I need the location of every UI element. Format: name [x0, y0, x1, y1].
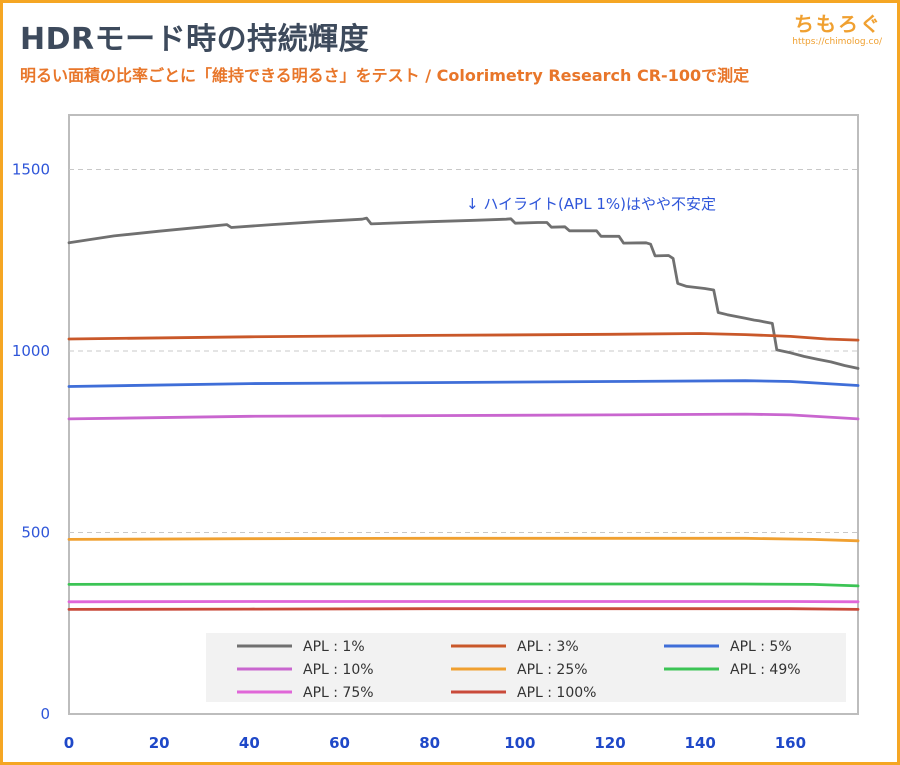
legend: APL : 1% APL : 3% APL : 5% APL : 10% APL : 2… [206, 633, 846, 702]
x-tick-label: 120 [594, 734, 625, 752]
legend-label: APL : 5% [730, 639, 792, 655]
y-tick-label: 1500 [12, 160, 50, 178]
series-line [67, 412, 860, 421]
x-tick-label: 0 [64, 734, 74, 752]
x-tick-label: 80 [419, 734, 440, 752]
brand-logo: ちもろぐ https://chimolog.co/ [792, 8, 882, 47]
x-axis-ticks: 0 20 40 60 80 100 120 140 160 [64, 734, 806, 752]
series-line [67, 216, 860, 370]
series-line [67, 536, 860, 543]
legend-label: APL : 49% [730, 662, 801, 678]
brand-name: ちもろぐ [794, 12, 882, 36]
y-tick-label: 1000 [12, 342, 50, 360]
y-tick-label: 500 [21, 523, 50, 541]
legend-box [206, 633, 846, 702]
legend-label: APL : 100% [517, 685, 596, 701]
legend-label: APL : 75% [303, 685, 374, 701]
x-tick-label: 140 [685, 734, 716, 752]
legend-label: APL : 1% [303, 639, 365, 655]
brand-url: https://chimolog.co/ [792, 37, 882, 47]
grid-lines [69, 168, 858, 533]
x-tick-label: 160 [775, 734, 806, 752]
legend-label: APL : 10% [303, 662, 374, 678]
legend-label: APL : 25% [517, 662, 588, 678]
series-group [67, 216, 860, 611]
y-axis-ticks: 0 500 1000 1500 [12, 160, 50, 723]
y-tick-label: 0 [40, 705, 50, 723]
series-line [67, 582, 860, 588]
x-tick-label: 100 [504, 734, 535, 752]
x-tick-label: 20 [149, 734, 170, 752]
series-line [67, 607, 860, 611]
x-tick-label: 60 [329, 734, 350, 752]
x-tick-label: 40 [239, 734, 260, 752]
legend-label: APL : 3% [517, 639, 579, 655]
series-line [67, 332, 860, 342]
annotation-text: ↓ ハイライト(APL 1%)はやや不安定 [466, 195, 716, 213]
series-line [67, 379, 860, 388]
chart-title: HDRモード時の持続輝度 [20, 22, 370, 57]
chart-subtitle: 明るい面積の比率ごとに「維持できる明るさ」をテスト / Colorimetry … [20, 66, 750, 85]
